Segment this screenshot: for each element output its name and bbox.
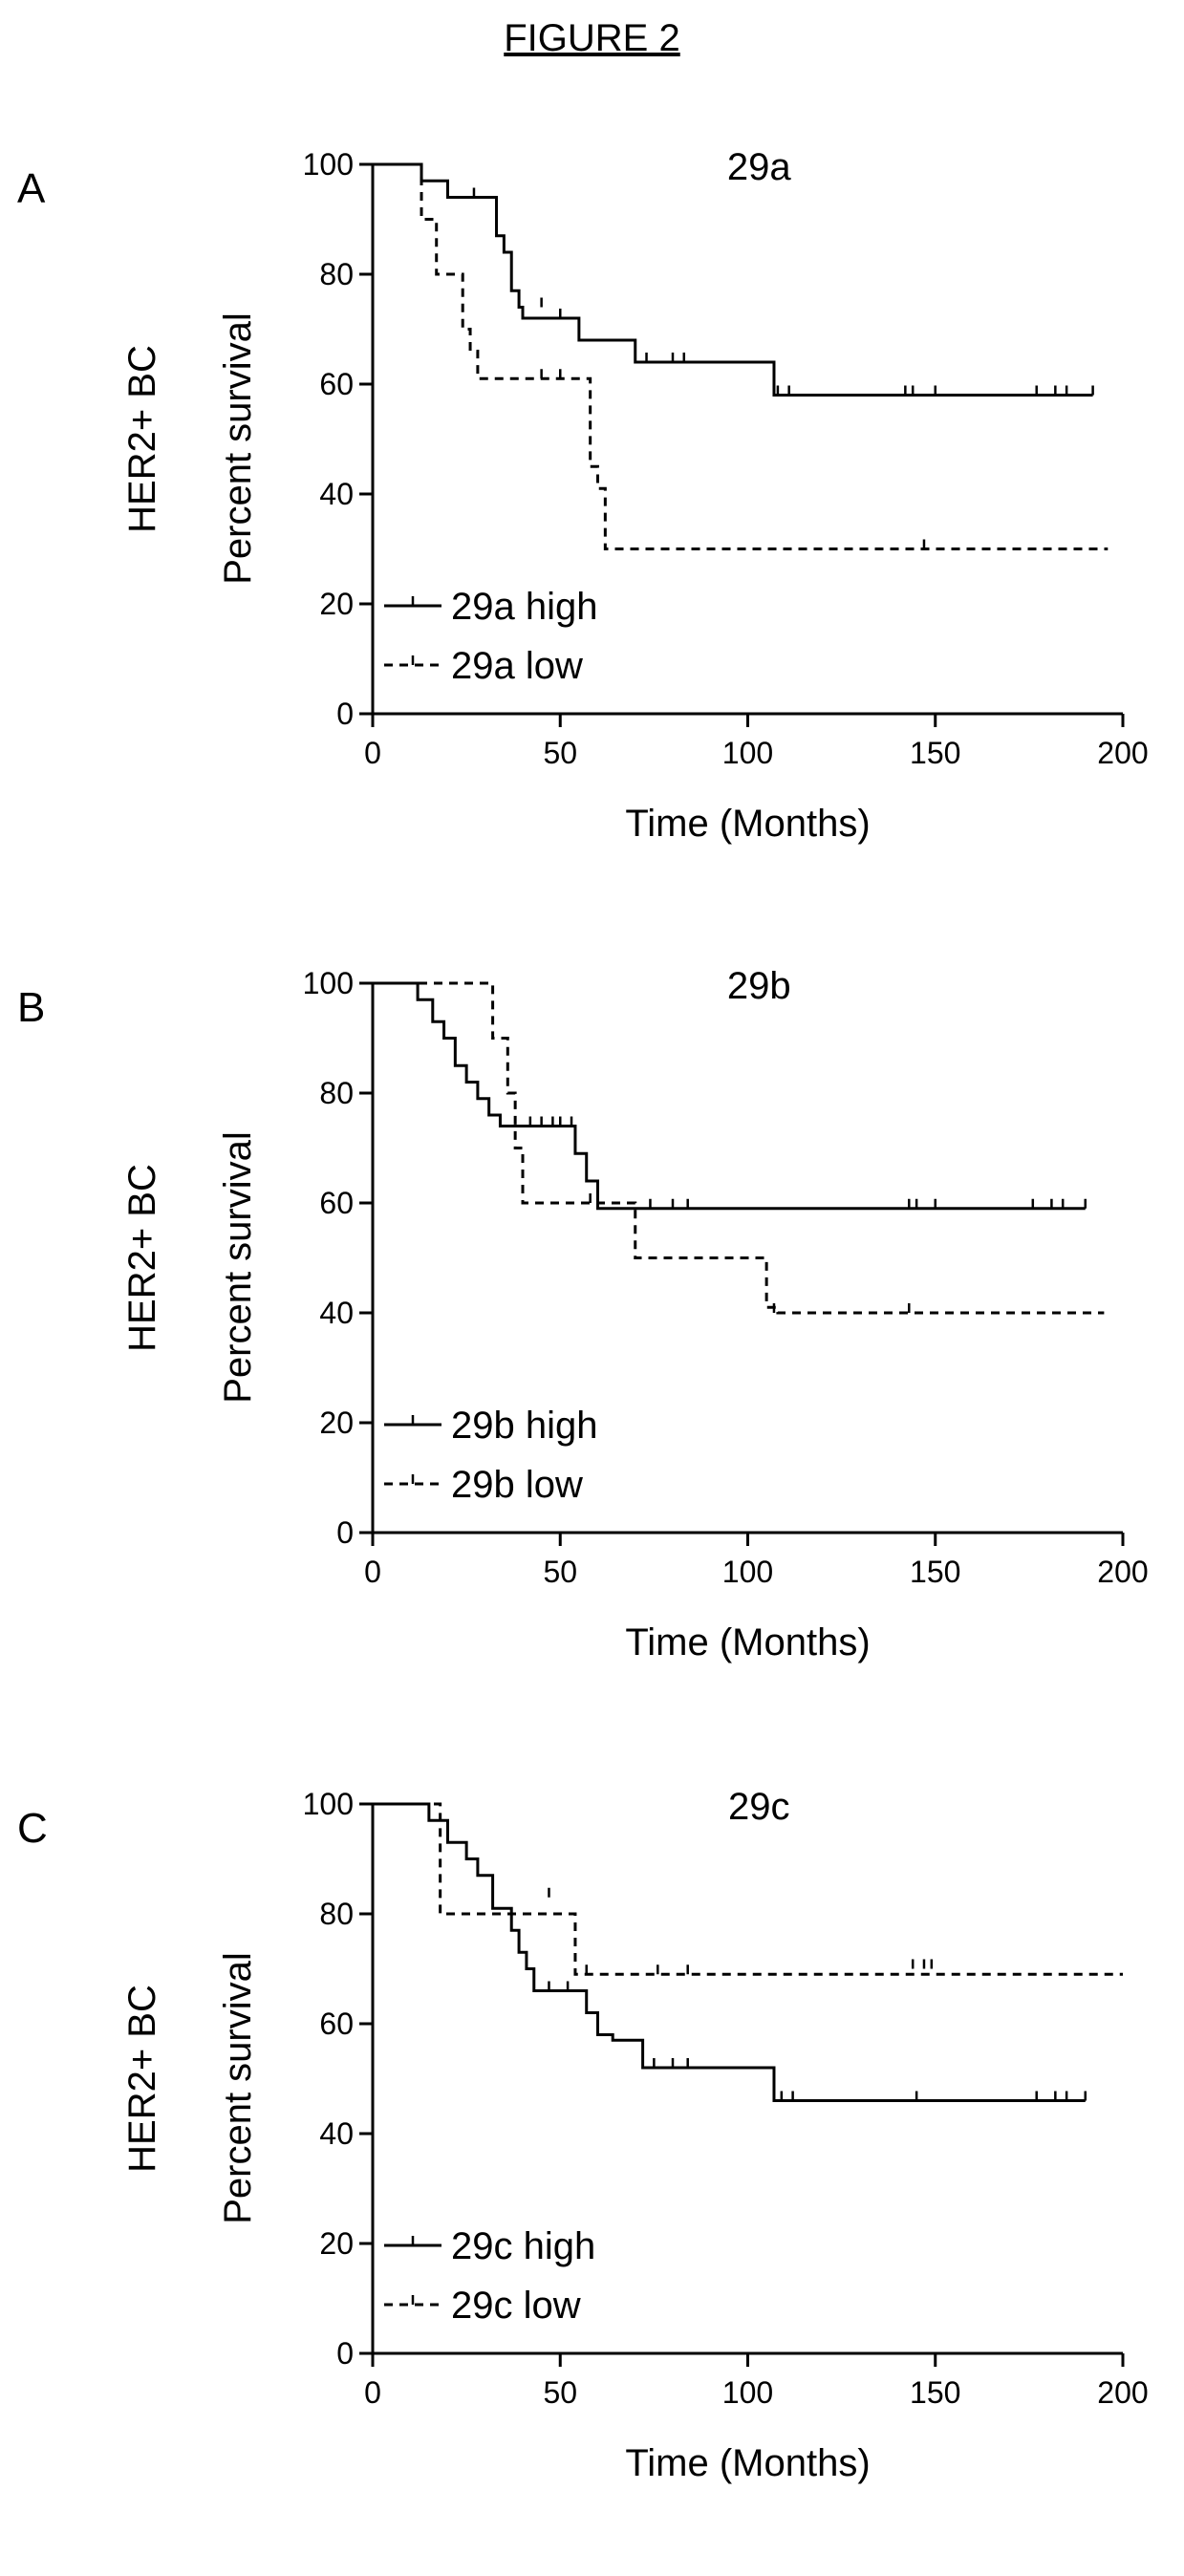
y-axis-title: Percent survival <box>217 312 259 585</box>
x-axis-title: Time (Months) <box>625 803 870 845</box>
y-tick-label: 40 <box>319 1296 354 1330</box>
x-tick-label: 200 <box>1097 1555 1148 1589</box>
y-tick-label: 40 <box>319 2116 354 2151</box>
y-tick-label: 60 <box>319 367 354 401</box>
series-line-29c-low <box>373 1802 1123 1976</box>
y-tick-label: 100 <box>303 966 354 1000</box>
chart-panel-a: A HER2+ BC Percent survival 29a 0 20 40 60 80 100… <box>17 146 1149 845</box>
y-tick-label: 20 <box>319 2226 354 2261</box>
x-tick-label: 100 <box>722 2375 773 2410</box>
legend-label: 29c high <box>451 2225 595 2267</box>
series-line-29a-low <box>373 162 1109 550</box>
chart-panel-c: C HER2+ BC Percent survival 29c 0 20 40 60 80 100… <box>17 1786 1149 2484</box>
legend-label: 29c low <box>451 2285 581 2327</box>
x-tick-label: 150 <box>910 736 960 770</box>
panel-letter: C <box>17 1805 48 1852</box>
x-tick-label: 150 <box>910 1555 960 1589</box>
series-line-29b-high <box>373 981 1086 1211</box>
x-tick-label: 0 <box>364 736 381 770</box>
series-line-29b-low <box>373 981 1105 1315</box>
y-tick-label: 100 <box>303 147 354 182</box>
legend-label: 29a low <box>451 645 583 687</box>
x-axis-title: Time (Months) <box>625 2442 870 2484</box>
x-tick-label: 100 <box>722 1555 773 1589</box>
y-tick-label: 100 <box>303 1787 354 1821</box>
y-tick-label: 0 <box>336 1515 354 1550</box>
y-tick-label: 20 <box>319 587 354 621</box>
panel-title: 29c <box>728 1786 790 1828</box>
chart-panel-b: B HER2+ BC Percent survival 29b 0 20 40 60 80 100… <box>17 965 1149 1664</box>
legend-label: 29a high <box>451 586 597 628</box>
x-axis-title: Time (Months) <box>625 1621 870 1664</box>
legend-label: 29b high <box>451 1405 597 1447</box>
panel-letter: B <box>17 984 45 1031</box>
panel-letter: A <box>17 165 46 212</box>
legend-label: 29b low <box>451 1464 583 1506</box>
x-tick-label: 0 <box>364 1555 381 1589</box>
y-axis-title: Percent survival <box>217 1952 259 2224</box>
y-tick-label: 60 <box>319 1186 354 1220</box>
y-tick-label: 80 <box>319 1076 354 1110</box>
x-tick-label: 200 <box>1097 2375 1148 2410</box>
y-tick-label: 60 <box>319 2007 354 2041</box>
y-tick-label: 0 <box>336 697 354 731</box>
y-tick-label: 20 <box>319 1406 354 1440</box>
series-line-29c-high <box>373 1802 1086 2102</box>
x-tick-label: 0 <box>364 2375 381 2410</box>
panel-title: 29a <box>727 146 791 188</box>
y-tick-label: 40 <box>319 477 354 511</box>
x-tick-label: 150 <box>910 2375 960 2410</box>
y-tick-label: 80 <box>319 257 354 291</box>
series-line-29a-high <box>373 162 1093 397</box>
y-tick-label: 0 <box>336 2336 354 2371</box>
row-label: HER2+ BC <box>121 1985 163 2173</box>
row-label: HER2+ BC <box>121 1164 163 1352</box>
panel-title: 29b <box>727 965 791 1007</box>
x-tick-label: 100 <box>722 736 773 770</box>
x-tick-label: 50 <box>543 2375 577 2410</box>
figure-title: FIGURE 2 <box>504 17 680 59</box>
y-axis-title: Percent survival <box>217 1131 259 1404</box>
row-label: HER2+ BC <box>121 345 163 533</box>
x-tick-label: 200 <box>1097 736 1148 770</box>
x-tick-label: 50 <box>543 1555 577 1589</box>
x-tick-label: 50 <box>543 736 577 770</box>
y-tick-label: 80 <box>319 1897 354 1931</box>
